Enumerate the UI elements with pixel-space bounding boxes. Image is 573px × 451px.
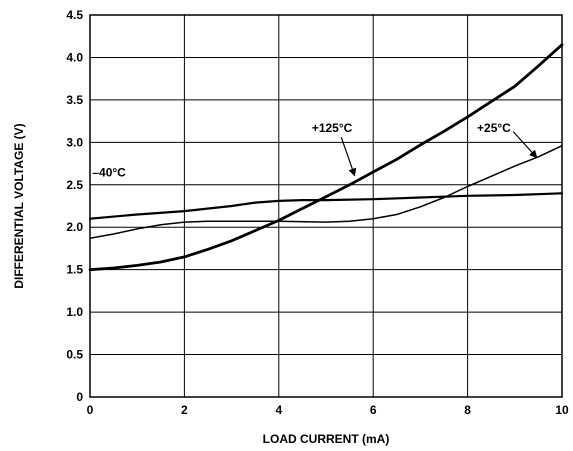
series-line	[88, 192, 564, 220]
series-group	[88, 43, 564, 272]
x-tick-label: 10	[555, 403, 569, 417]
y-tick-label: 4.5	[66, 8, 83, 22]
y-tick-label: 4.0	[66, 50, 83, 64]
x-tick-label: 0	[87, 403, 94, 417]
annotation-arrow	[512, 131, 538, 159]
y-tick-label: 3.5	[66, 93, 83, 107]
series-annotations: –40°C +125°C +25°C	[92, 121, 538, 179]
series-label: +125°C	[312, 121, 353, 135]
y-tick-label: 0.5	[66, 348, 83, 362]
series-label: –40°C	[92, 165, 126, 179]
series-line	[89, 144, 563, 240]
y-tick-label: 2.5	[66, 178, 83, 192]
y-tick-label: 3.0	[66, 135, 83, 149]
annotation-arrow	[340, 136, 357, 177]
x-tick-label: 2	[181, 403, 188, 417]
tick-labels: 0 2 4 6 8 10 0 0.5 1.0 1.5 2.0 2.5 3.0 3.5 4.0 4.5	[66, 8, 569, 417]
y-tick-label: 1.5	[66, 263, 83, 277]
y-axis-title: DIFFERENTIAL VOLTAGE (V)	[12, 123, 26, 288]
x-tick-label: 4	[275, 403, 282, 417]
x-axis-title: LOAD CURRENT (mA)	[263, 432, 390, 446]
y-tick-label: 2.0	[66, 220, 83, 234]
plot-frame	[89, 14, 563, 398]
grid	[90, 15, 562, 397]
x-tick-label: 8	[464, 403, 471, 417]
x-tick-label: 6	[370, 403, 377, 417]
series-label: +25°C	[477, 121, 511, 135]
y-tick-label: 0	[76, 390, 83, 404]
y-tick-label: 1.0	[66, 305, 83, 319]
series-line	[88, 43, 564, 272]
